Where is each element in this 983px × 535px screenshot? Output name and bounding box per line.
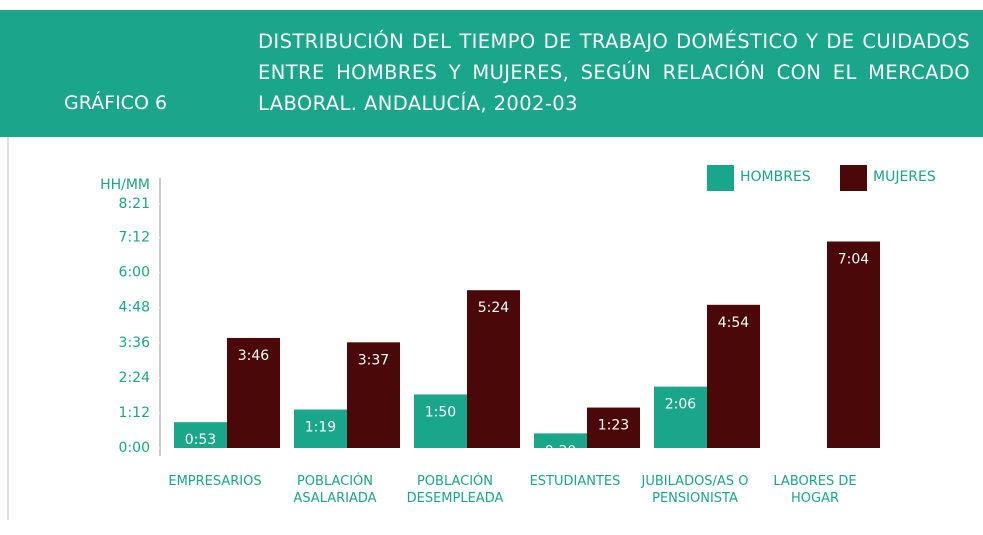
legend-swatch — [707, 165, 734, 191]
x-tick-label: POBLACIÓN ASALARIADA — [293, 474, 377, 506]
bar — [587, 407, 640, 448]
x-tick-label: LABORES DE HOGAR — [773, 474, 857, 506]
y-tick-label: 8:21 — [119, 196, 150, 212]
legend-label: HOMBRES — [740, 169, 811, 185]
value-label: 2:06 — [665, 397, 697, 413]
value-label: 1:23 — [598, 418, 629, 434]
y-tick-label: 2:24 — [119, 370, 151, 386]
bar — [347, 342, 400, 448]
x-tick-label: EMPRESARIOS — [168, 474, 262, 489]
value-label: 3:37 — [358, 352, 389, 368]
bar — [414, 394, 467, 448]
bar — [654, 386, 707, 448]
bar — [707, 304, 760, 448]
value-label: 1:50 — [425, 404, 456, 420]
bar — [174, 422, 227, 448]
value-label: 1:19 — [305, 420, 336, 436]
value-label: 3:46 — [238, 348, 270, 364]
value-label: 0:30 — [545, 443, 576, 459]
y-tick-label: 1:12 — [119, 405, 150, 421]
y-tick-label: 4:48 — [119, 300, 150, 316]
y-tick-label: 7:12 — [119, 230, 150, 246]
bar — [227, 337, 280, 448]
bar — [534, 433, 587, 448]
y-tick-label: 0:00 — [119, 440, 150, 456]
bar — [294, 409, 347, 448]
bar — [827, 241, 880, 448]
bar — [467, 290, 520, 448]
value-label: 7:04 — [838, 252, 870, 268]
y-tick-label: 3:36 — [119, 335, 151, 351]
x-tick-label: ESTUDIANTES — [529, 474, 621, 489]
value-label: 5:24 — [478, 300, 510, 316]
legend-swatch — [840, 165, 867, 191]
chart-label: GRÁFICO 6 — [64, 92, 168, 114]
value-label: 0:53 — [185, 432, 216, 448]
chart-title: DISTRIBUCIÓN DEL TIEMPO DE TRABAJO DOMÉS… — [258, 30, 970, 115]
legend-label: MUJERES — [873, 169, 936, 185]
y-axis-label: HH/MM — [100, 177, 150, 193]
value-label: 4:54 — [718, 315, 750, 331]
y-tick-label: 6:00 — [119, 265, 150, 281]
header — [0, 10, 983, 137]
x-tick-label: JUBILADOS/AS O PENSIONISTA — [641, 474, 749, 506]
x-tick-label: POBLACIÓN DESEMPLEADA — [406, 474, 504, 506]
